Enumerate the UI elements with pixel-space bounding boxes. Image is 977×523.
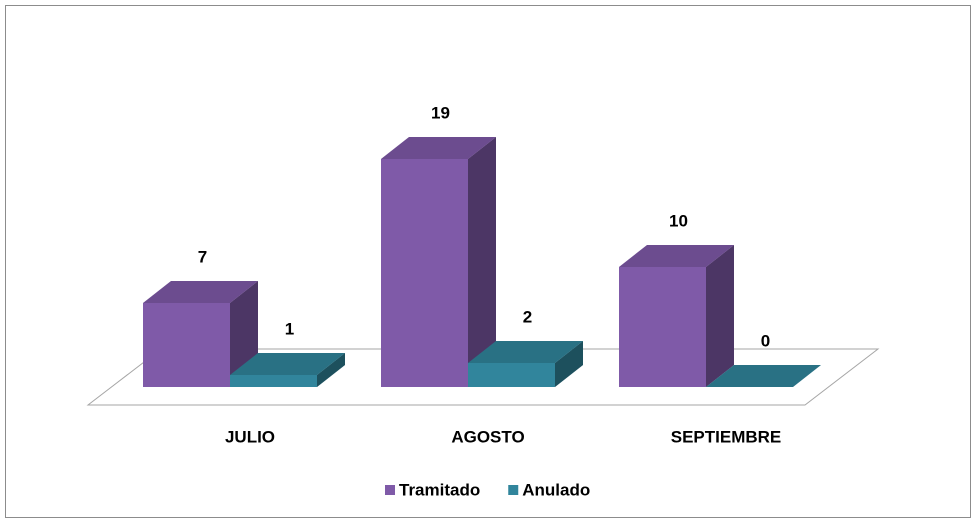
- bar-side-shade: [555, 341, 583, 387]
- bar-front: [619, 267, 706, 387]
- bar-top: [230, 353, 345, 375]
- value-label: 10: [669, 211, 688, 230]
- x-tick-label: SEPTIEMBRE: [671, 427, 782, 446]
- bar-top-shade: [468, 341, 583, 363]
- bar: [619, 245, 734, 387]
- bar-front: [381, 159, 468, 387]
- bar-side-shade: [317, 353, 345, 387]
- value-label: 2: [523, 307, 532, 326]
- value-label: 1: [285, 319, 294, 338]
- value-label: 7: [198, 247, 207, 266]
- legend-label: Tramitado: [399, 480, 480, 499]
- bar-top: [381, 137, 496, 159]
- value-label: 19: [431, 103, 450, 122]
- x-tick-label: JULIO: [225, 427, 275, 446]
- bar-side: [468, 137, 496, 387]
- bar-front: [143, 303, 230, 387]
- bar-top-shade: [619, 245, 734, 267]
- legend-swatch: [508, 485, 519, 495]
- bar-top-shade: [230, 353, 345, 375]
- bar-front: [230, 375, 317, 387]
- bar: [381, 137, 496, 387]
- bar-side-shade: [468, 137, 496, 387]
- bar-side-shade: [706, 245, 734, 387]
- bar-side: [317, 353, 345, 387]
- bar-front: [468, 363, 555, 387]
- bar-side: [706, 245, 734, 387]
- bar: [706, 365, 821, 387]
- legend-swatch: [385, 485, 395, 495]
- bar-top: [468, 341, 583, 363]
- bar-top: [143, 281, 258, 303]
- bar-side: [555, 341, 583, 387]
- bar-top-shade: [381, 137, 496, 159]
- bar-top: [619, 245, 734, 267]
- value-label: 0: [761, 331, 770, 350]
- bar-top-shade: [143, 281, 258, 303]
- bar-top-shade: [706, 365, 821, 387]
- bar: [230, 353, 345, 387]
- bar: [468, 341, 583, 387]
- bar-top: [706, 365, 821, 387]
- x-tick-label: AGOSTO: [451, 427, 524, 446]
- legend-label: Anulado: [522, 480, 590, 499]
